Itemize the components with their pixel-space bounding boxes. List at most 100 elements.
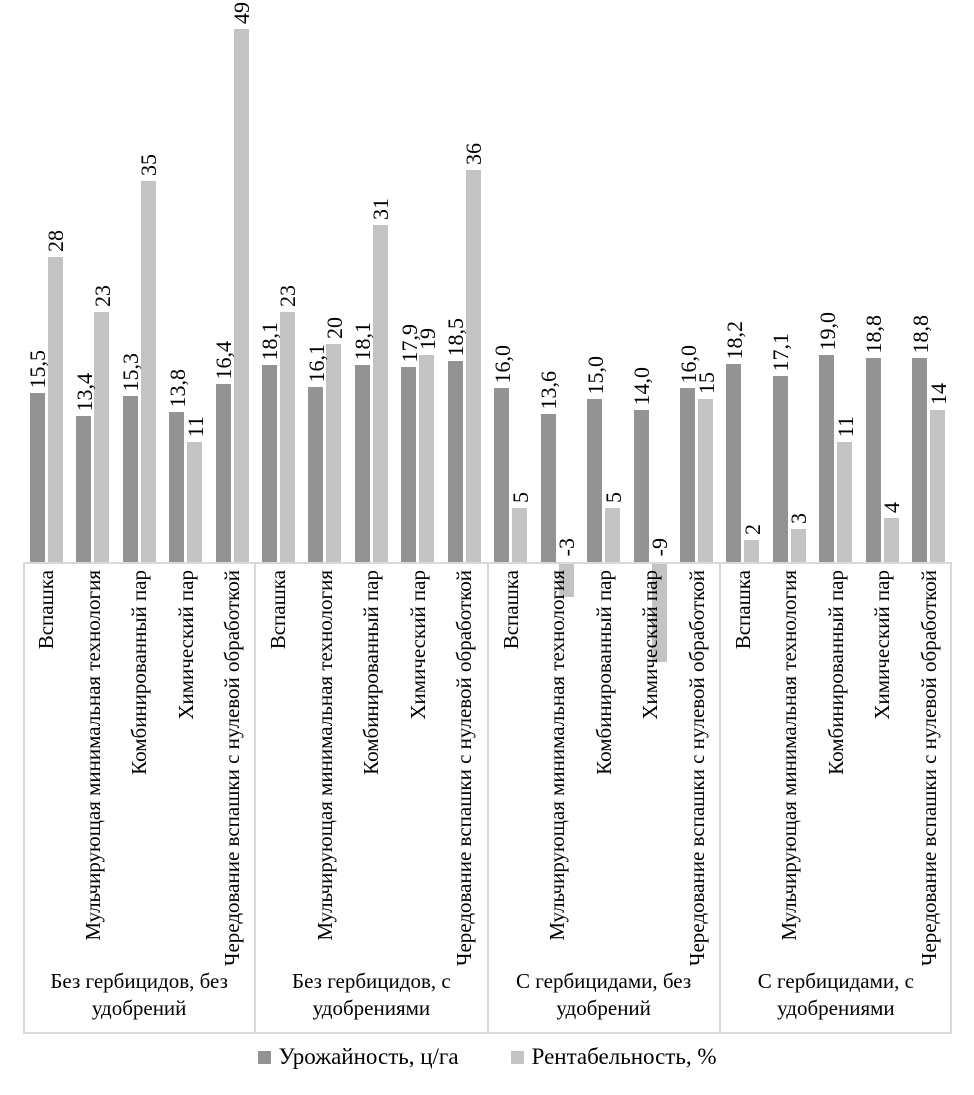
group-divider bbox=[254, 562, 257, 1034]
legend-label-yield: Урожайность, ц/га bbox=[278, 1044, 459, 1069]
category-tick-label: Чередование вспашки с нулевой обработкой bbox=[220, 570, 245, 967]
group-divider bbox=[486, 562, 489, 1034]
bar bbox=[308, 387, 324, 562]
value-label: 23 bbox=[275, 285, 301, 307]
value-label: 16,1 bbox=[303, 343, 329, 383]
value-label: 16,4 bbox=[211, 340, 237, 380]
profitability-series-swatch-icon bbox=[510, 1050, 524, 1064]
category-tick-label: Вспашка bbox=[34, 570, 59, 650]
value-label: 2 bbox=[739, 524, 765, 535]
value-label: 35 bbox=[136, 154, 162, 176]
value-label: 4 bbox=[879, 502, 905, 513]
value-label: 19 bbox=[414, 328, 440, 350]
bar bbox=[465, 170, 481, 562]
bar bbox=[401, 367, 417, 562]
legend-item-profitability: Рентабельность, % bbox=[510, 1044, 717, 1070]
value-label: 15,5 bbox=[25, 349, 51, 389]
bar bbox=[76, 416, 92, 562]
value-label: 3 bbox=[786, 513, 812, 524]
group-label: Без гербицидов, с удобрениями bbox=[292, 969, 451, 1021]
value-label: 18,5 bbox=[443, 317, 469, 357]
bar bbox=[140, 181, 156, 562]
category-tick-label: Мульчирующая минимальная технология bbox=[545, 570, 570, 941]
value-label: 14 bbox=[925, 383, 951, 405]
value-label: -3 bbox=[554, 537, 580, 556]
value-label: 5 bbox=[507, 492, 533, 503]
value-label: 16,0 bbox=[489, 344, 515, 384]
value-label: 13,6 bbox=[536, 370, 562, 410]
value-label: 36 bbox=[461, 143, 487, 165]
bar bbox=[819, 355, 835, 562]
value-label: 17,1 bbox=[768, 332, 794, 372]
value-label: 14,0 bbox=[629, 366, 655, 406]
value-label: 18,1 bbox=[257, 321, 283, 361]
value-label: 18,8 bbox=[907, 314, 933, 354]
group-label: С гербицидами, с удобрениями bbox=[757, 969, 914, 1021]
bar bbox=[587, 399, 603, 562]
category-tick-label: Вспашка bbox=[498, 570, 523, 650]
category-tick-label: Мульчирующая минимальная технология bbox=[312, 570, 337, 941]
legend-label-profitability: Рентабельность, % bbox=[531, 1044, 717, 1069]
bar bbox=[605, 508, 621, 562]
bar bbox=[494, 388, 510, 562]
category-tick-label: Химический пар bbox=[173, 570, 198, 720]
legend-item-yield: Урожайность, ц/га bbox=[257, 1044, 459, 1070]
bar bbox=[354, 365, 370, 562]
category-tick-label: Химический пар bbox=[638, 570, 663, 720]
value-label: 11 bbox=[832, 415, 858, 437]
category-tick-label: Чередование вспашки с нулевой обработкой bbox=[916, 570, 941, 967]
category-tick-label: Химический пар bbox=[870, 570, 895, 720]
bar bbox=[865, 358, 881, 562]
value-label: 18,8 bbox=[861, 314, 887, 354]
bar bbox=[29, 393, 45, 562]
bar bbox=[651, 564, 667, 662]
bar bbox=[326, 344, 342, 562]
bar bbox=[912, 358, 928, 562]
bar bbox=[94, 312, 110, 562]
category-tick-label: Комбинированный пар bbox=[823, 570, 848, 775]
value-label: 13,8 bbox=[164, 368, 190, 408]
bar bbox=[558, 564, 574, 597]
category-tick-label: Чередование вспашки с нулевой обработкой bbox=[452, 570, 477, 967]
value-label: 15,0 bbox=[582, 355, 608, 395]
bar bbox=[372, 225, 388, 562]
category-tick-label: Комбинированный пар bbox=[359, 570, 384, 775]
category-tick-label: Химический пар bbox=[405, 570, 430, 720]
value-label: 23 bbox=[89, 285, 115, 307]
bar bbox=[512, 508, 528, 562]
category-tick-label: Вспашка bbox=[266, 570, 291, 650]
bar bbox=[930, 410, 946, 562]
bar bbox=[233, 29, 249, 562]
category-tick-label: Вспашка bbox=[730, 570, 755, 650]
category-tick-label: Мульчирующая минимальная технология bbox=[80, 570, 105, 941]
value-label: 28 bbox=[43, 230, 69, 252]
group-divider bbox=[718, 562, 721, 1034]
value-label: 15,3 bbox=[118, 352, 144, 392]
category-tick-label: Комбинированный пар bbox=[591, 570, 616, 775]
bar bbox=[772, 376, 788, 562]
bar bbox=[698, 399, 714, 562]
value-label: 31 bbox=[368, 198, 394, 220]
value-label: 15 bbox=[693, 372, 719, 394]
category-tick-label: Чередование вспашки с нулевой обработкой bbox=[684, 570, 709, 967]
bar bbox=[883, 518, 899, 562]
value-label: -9 bbox=[647, 537, 673, 556]
value-label: 49 bbox=[229, 2, 255, 24]
value-label: 18,2 bbox=[721, 320, 747, 360]
bar bbox=[540, 414, 556, 562]
bar bbox=[279, 312, 295, 562]
group-label: Без гербицидов, без удобрений bbox=[50, 969, 228, 1021]
bar bbox=[680, 388, 696, 562]
value-label: 13,4 bbox=[71, 372, 97, 412]
value-label: 19,0 bbox=[814, 311, 840, 351]
value-label: 11 bbox=[182, 415, 208, 437]
bar bbox=[47, 257, 63, 562]
group-label: С гербицидами, без удобрений bbox=[516, 969, 692, 1021]
yield-series-swatch-icon bbox=[257, 1050, 271, 1064]
bar bbox=[447, 361, 463, 562]
bar bbox=[633, 410, 649, 562]
category-tick-label: Комбинированный пар bbox=[127, 570, 152, 775]
bar bbox=[726, 364, 742, 562]
category-tick-label: Мульчирующая минимальная технология bbox=[777, 570, 802, 941]
bar bbox=[790, 529, 806, 562]
